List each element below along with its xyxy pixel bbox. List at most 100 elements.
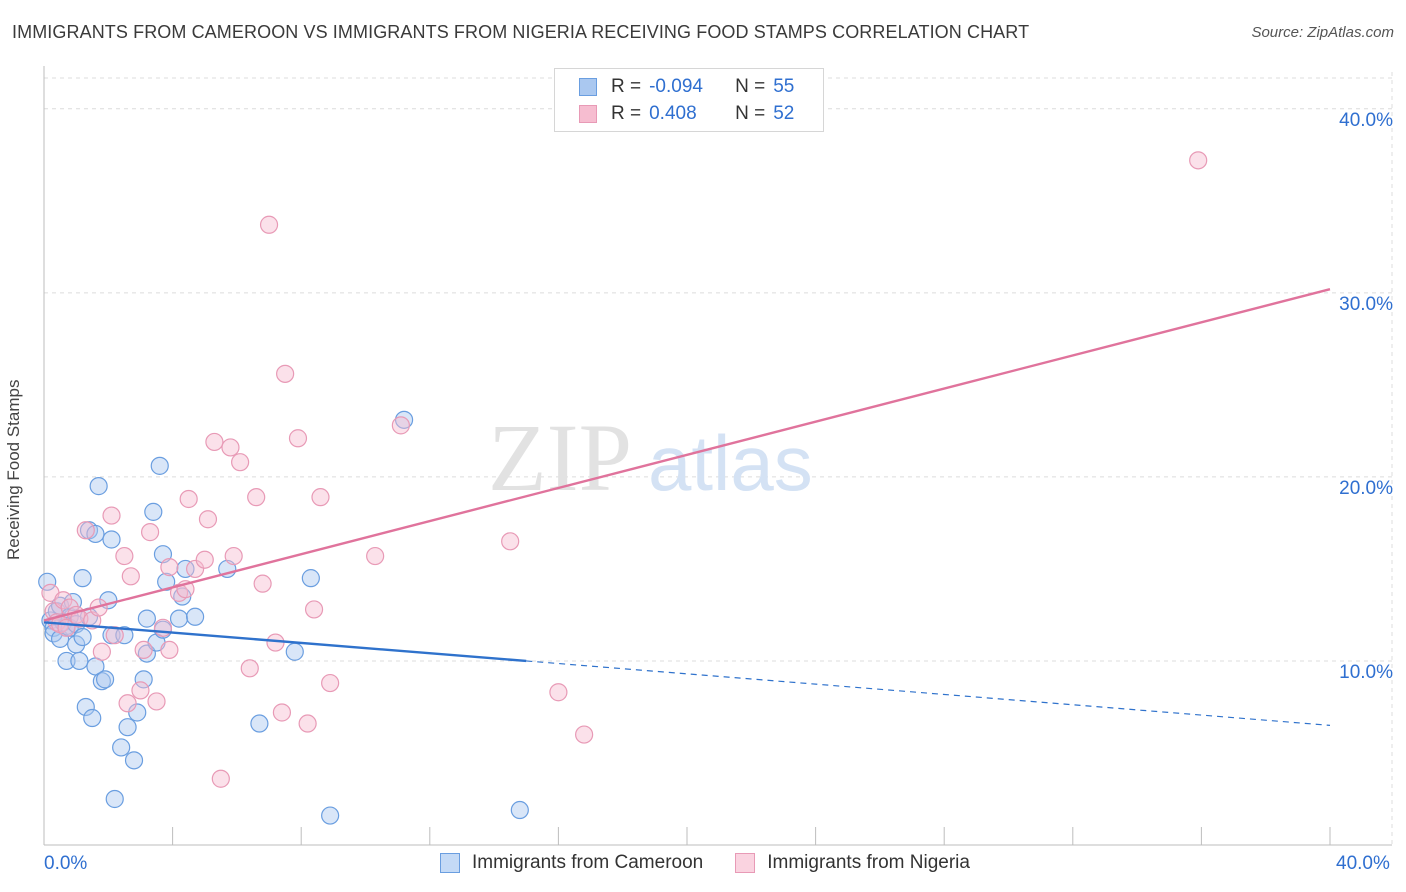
series-legend-nigeria[interactable]: Immigrants from Nigeria [735,852,970,874]
nigeria-point [198,510,218,529]
y-axis-label: Receiving Food Stamps [4,379,23,560]
cameroon-point [118,718,137,737]
nigeria-point [231,453,250,472]
cameroon-point [394,410,414,429]
cameroon-point [137,609,156,628]
cameroon-point [250,714,269,733]
cameroon-point [157,572,176,591]
nigeria-point [195,550,214,569]
cameroon-point [89,477,108,496]
cameroon-point [83,708,102,728]
nigeria-trend-line [43,288,1331,622]
nigeria-point [311,488,330,507]
cameroon-point [95,670,115,689]
nigeria-point [105,626,124,645]
nigeria-point [205,432,224,452]
nigeria-point [266,633,285,652]
nigeria-point [118,694,137,713]
cameroon-point [128,703,147,722]
cameroon-point [150,456,169,475]
nigeria-point [253,574,272,593]
points-layer [38,151,1208,825]
legend-swatch-nigeria [579,105,597,123]
nigeria-point [76,521,95,540]
cameroon-point [86,524,105,544]
nigeria-point [134,640,153,660]
cameroon-point [92,672,111,691]
watermark-atlas: atlas [648,419,813,507]
cameroon-point [124,751,144,770]
legend-n-value-cameroon: 55 [773,76,795,97]
cameroon-point [301,569,320,588]
nigeria-point [224,546,243,566]
cameroon-point [105,789,124,809]
legend-row-cameroon: R = -0.094 N = 55 [579,75,794,99]
nigeria-point [211,769,230,788]
x-tick-label-min: 0.0% [44,853,88,874]
series-label-nigeria: Immigrants from Nigeria [767,852,970,873]
series-legend: Immigrants from Cameroon Immigrants from… [440,852,1002,874]
nigeria-point [1189,151,1208,170]
nigeria-point [92,642,111,661]
nigeria-point [259,215,279,234]
nigeria-point [240,659,259,678]
series-label-cameroon: Immigrants from Cameroon [472,852,704,873]
y-tick-label: 20.0% [1339,478,1393,499]
chart-title: IMMIGRANTS FROM CAMEROON VS IMMIGRANTS F… [12,22,1030,42]
nigeria-point [121,567,140,586]
series-swatch-nigeria [735,853,756,873]
cameroon-point [76,697,95,717]
legend-swatch-cameroon [579,78,597,96]
nigeria-point [391,416,410,435]
nigeria-point [54,591,73,610]
cameroon-point [176,559,195,579]
y-tick-label: 40.0% [1339,110,1393,131]
nigeria-point [304,600,324,619]
nigeria-point [321,673,340,693]
x-tick-label-max: 40.0% [1336,853,1390,874]
legend-n-value-nigeria: 52 [773,103,795,124]
nigeria-point [221,438,240,457]
legend-n-label-cameroon: N = [735,76,766,97]
tick-label-layer: 10.0% 20.0% 30.0% 40.0% [1339,110,1393,683]
y-tick-label: 30.0% [1339,294,1393,315]
axis-layer [43,66,1392,846]
cameroon-point [510,800,529,820]
nigeria-point [131,681,150,700]
legend-r-value-nigeria: 0.408 [649,103,697,124]
cameroon-point [73,627,92,647]
cameroon-trend-line [43,621,527,663]
watermark-zip: ZIP [488,404,632,511]
legend-n-label-nigeria: N = [735,103,766,124]
cameroon-point [285,642,304,661]
cameroon-trend-extension [526,660,1331,726]
series-legend-cameroon[interactable]: Immigrants from Cameroon [440,852,703,874]
y-tick-label: 10.0% [1339,662,1393,683]
grid-layer [44,72,1393,845]
source-label: Source: ZipAtlas.com [1251,24,1394,41]
cameroon-point [115,626,134,645]
nigeria-point [147,692,166,711]
nigeria-point [102,506,121,525]
cameroon-point [102,530,121,549]
nigeria-point [575,725,594,744]
cameroon-point [134,670,153,689]
cameroon-point [169,609,189,628]
cameroon-point [112,738,131,757]
nigeria-point [247,488,266,507]
nigeria-point [288,429,308,448]
legend-row-nigeria: R = 0.408 N = 52 [579,102,794,126]
nigeria-point [115,546,134,566]
cameroon-point [186,607,205,626]
series-swatch-cameroon [440,853,460,873]
trend-layer [43,288,1331,726]
nigeria-point [140,523,160,542]
cameroon-point [144,502,163,521]
cameroon-point [38,572,57,591]
stats-legend: R = -0.094 N = 55 R = 0.408 N = 52 [554,68,824,132]
nigeria-point [272,703,292,722]
nigeria-point [549,683,568,702]
nigeria-point [186,559,205,579]
nigeria-point [366,546,385,566]
